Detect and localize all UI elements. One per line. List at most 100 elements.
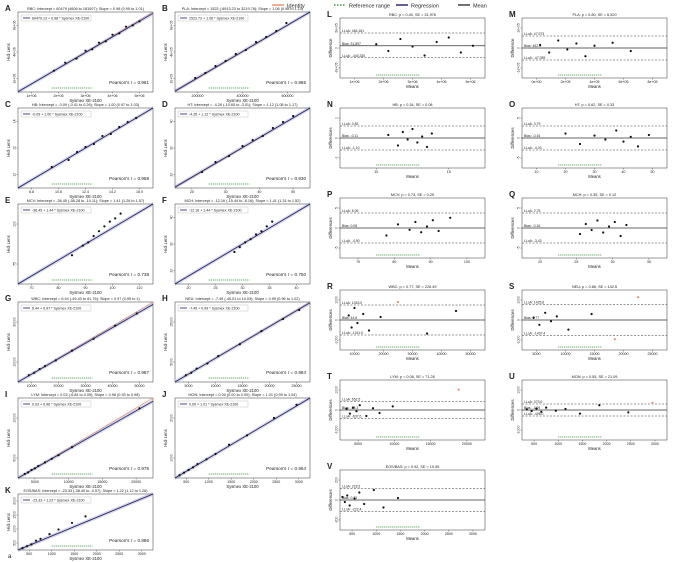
chart-title: NEU: Intercept = -7.49 (-40.01 to 10.03)… (185, 297, 300, 301)
x-tick-label: 1500 (396, 532, 404, 536)
y-tick-label: 200 (335, 477, 339, 483)
y-tick-label: 2000 (170, 414, 174, 422)
chart-panel-d: D HT: Intercept = -4.26 (-10.65 to -3.01)… (162, 100, 311, 199)
y-tick-label: -5 (335, 246, 339, 249)
data-point (50, 457, 53, 460)
data-point (613, 338, 616, 341)
y-axis-label: Differences (510, 399, 515, 420)
data-point (375, 43, 378, 46)
x-tick-label: 35 (647, 260, 651, 264)
data-point (195, 367, 198, 370)
x-tick-label: 30 (224, 190, 228, 194)
panel-letter: E (5, 196, 11, 205)
data-point (396, 144, 400, 147)
x-tick-label: 2000 (603, 442, 611, 446)
panel-letter: T (327, 372, 332, 381)
x-axis-label: Sysmex XE-2100 (226, 290, 259, 295)
x-tick-label: 2500 (445, 532, 453, 536)
y-tick-label: 14 (13, 119, 17, 123)
chart-title: WBC: Intercept = 6.44 (-49.43 to 61.76);… (31, 297, 140, 301)
data-point (454, 309, 458, 313)
equation-box (177, 304, 249, 312)
data-point (396, 496, 400, 500)
x-tick-label: 30 (241, 286, 245, 290)
x-tick-label: 12.4 (82, 190, 89, 194)
lower-loa-line-label: LLoA: -4.90 (342, 239, 360, 243)
x-tick-label: 40 (622, 170, 626, 174)
equation-box (20, 400, 92, 408)
x-axis-label: Sysmex XE-2100 (226, 98, 259, 103)
y-axis-label: Hidi Lens (163, 429, 168, 446)
equation-box (20, 496, 92, 504)
y-tick-label: 500 (13, 540, 17, 546)
x-tick-label: 6e+05 (618, 80, 628, 84)
regression-line (17, 493, 154, 551)
data-point (114, 217, 117, 220)
data-point (622, 140, 625, 143)
y-tick-label: 1000 (335, 296, 339, 304)
chart-title: MCV: Intercept = -36.45 (-58.28 to -10.1… (27, 199, 145, 203)
panel-letter: R (327, 282, 333, 291)
data-point (602, 231, 605, 234)
data-point (350, 326, 353, 329)
data-point (224, 59, 227, 63)
data-point (75, 57, 78, 60)
chart-panel-m: M PLA: p = 0.80, SE = 6,520 LLoA: 47,973 Bi… (509, 10, 668, 89)
data-point (244, 241, 247, 244)
equation-box (177, 206, 249, 214)
data-point (238, 246, 241, 249)
x-tick-label: 25 (214, 286, 218, 290)
panel-letter: L (327, 10, 332, 19)
chart-title: HB: p = 0.34, SE = 0.08 (392, 103, 432, 107)
upper-loa-line-label: LLoA: 3.79 (524, 122, 541, 126)
data-point (70, 521, 74, 525)
x-axis-label: Sysmex XE-2100 (69, 388, 102, 393)
data-point (385, 234, 388, 237)
data-point (227, 154, 231, 158)
regression-equation: -4.26 + 1.12 * Sysmex XE-2100 (189, 113, 239, 117)
legend-label: Identity (287, 4, 305, 10)
chart-panel-j: J MON: Intercept = 0.00 (0.00 to 0.00); S… (162, 390, 311, 489)
data-point (34, 539, 38, 542)
chart-title: LYM: p = 0.08, SE = 71.28 (390, 375, 434, 379)
data-point (391, 405, 394, 408)
y-tick-label: 4e+06 (13, 47, 17, 57)
data-point (530, 409, 533, 413)
data-point (430, 132, 433, 135)
data-point (539, 43, 542, 47)
y-tick-label: 40 (170, 215, 174, 219)
data-point (636, 145, 640, 148)
bias-line-label: Bias: -0.16 (524, 134, 540, 138)
plot-frame (339, 17, 486, 79)
data-point (54, 359, 57, 362)
data-point (555, 315, 558, 318)
y-tick-label: -1e+05 (517, 63, 521, 74)
x-tick-label: 3e+06 (80, 94, 90, 98)
upper-loa-line-label: LLoA: 1425.6 (524, 300, 544, 304)
panel-letter: M (509, 10, 516, 19)
data-point (295, 403, 298, 406)
data-point (355, 410, 358, 413)
data-point (379, 315, 382, 319)
y-axis-label: Hidi Lens (6, 429, 11, 446)
x-tick-label: 20000 (131, 480, 141, 484)
panel-letter: A (5, 4, 11, 13)
lower-loa-line-label: LLoA: -47,059 (524, 56, 545, 60)
data-point (33, 371, 36, 374)
panel-letter: U (509, 372, 515, 381)
pearson-r: Pearson's r = 0.738 (109, 272, 149, 277)
bias-line-label: Bias: 0.23 (342, 496, 357, 500)
data-point (567, 328, 570, 331)
data-point (241, 144, 244, 148)
data-point (593, 134, 596, 137)
panel-letter: S (509, 282, 515, 291)
data-point (387, 49, 390, 53)
x-tick-label: 14.2 (109, 190, 116, 194)
chart-title: MCV: p = 0.73, SE = 0.25 (391, 193, 434, 197)
x-tick-label: 2000 (421, 532, 429, 536)
x-tick-label: 20 (187, 286, 191, 290)
x-tick-label: 2000 (93, 552, 101, 556)
x-tick-label: 20000 (379, 352, 389, 356)
lower-loa-line-label: LLoA: -3.43 (524, 239, 542, 243)
data-point (190, 371, 193, 374)
